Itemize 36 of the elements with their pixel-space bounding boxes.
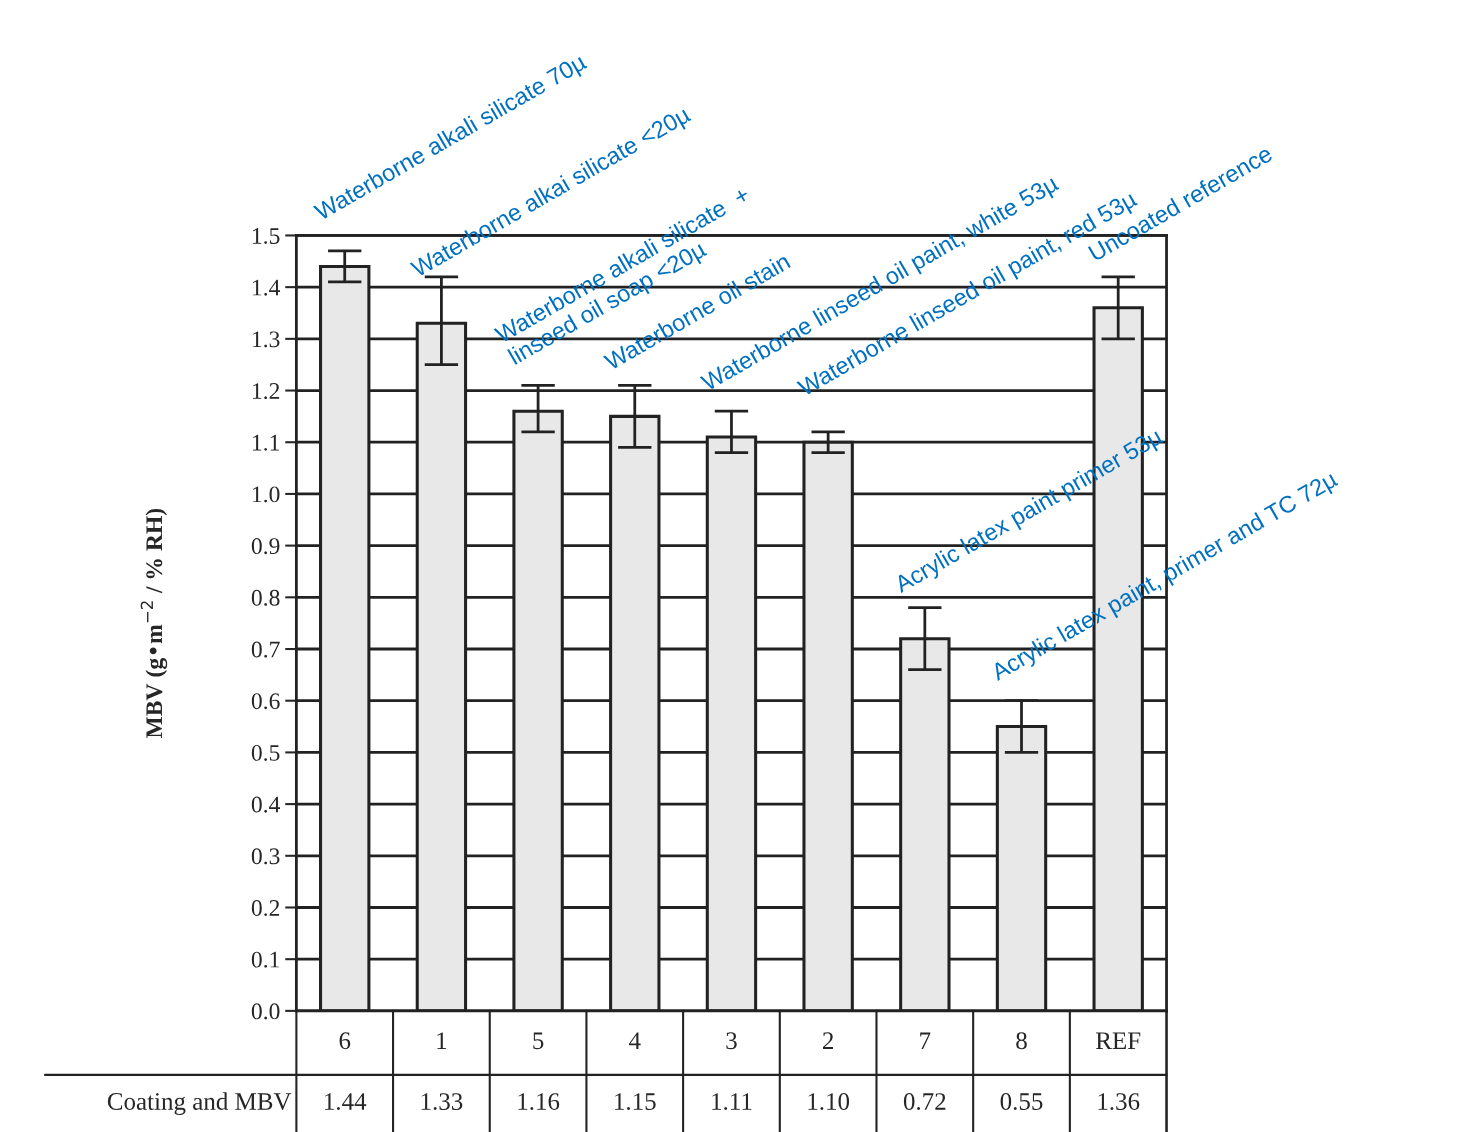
x-tick-label: REF [1095,1032,1141,1049]
y-tick-label: 1.3 [252,331,280,348]
text: 0.72 [903,1093,946,1111]
y-tick-label: 0.7 [251,641,280,658]
text: 1.16 [518,1093,560,1111]
y-tick-label: 0.9 [251,538,280,555]
y-tick-label: 1.1 [252,434,279,451]
y-tick-label: 1.5 [252,228,280,244]
y-tick-label: 1.0 [252,486,280,503]
x-tick-label: 5 [533,1032,544,1050]
y-axis-title: MBV (g•m$^{−2}$ / % RH) [140,508,168,739]
y-tick-label: 0.6 [251,693,280,710]
y-tick-label: 1.2 [252,383,280,400]
y-tick-label: 0.5 [251,744,280,761]
y-tick-label: 0.8 [251,589,280,606]
x-tick-label: 6 [339,1032,351,1050]
text: 1.33 [421,1093,463,1111]
text: 1.44 [325,1093,367,1111]
text: 1.10 [808,1093,850,1111]
text: 1.15 [615,1093,656,1111]
y-tick-label: 0.2 [251,899,280,917]
x-tick-label: 4 [629,1032,641,1049]
x-tick-label: 7 [920,1032,931,1049]
y-tick-label: 0.1 [251,951,279,968]
y-tick-label: 0.4 [251,796,281,813]
text: 1.36 [1098,1093,1140,1111]
y-tick-label: 0.3 [251,848,280,865]
x-tick-label: 8 [1016,1032,1027,1050]
y-tick-label: 0.0 [251,1003,280,1020]
x-tick-label: 3 [726,1032,737,1050]
text: 1.11 [712,1093,752,1111]
x-tick-label: 2 [822,1032,834,1049]
text: 0.55 [1000,1093,1043,1111]
text: Coating and MBV [107,1092,292,1116]
x-tick-label: 1 [437,1032,447,1049]
y-tick-label: 1.4 [252,279,281,296]
